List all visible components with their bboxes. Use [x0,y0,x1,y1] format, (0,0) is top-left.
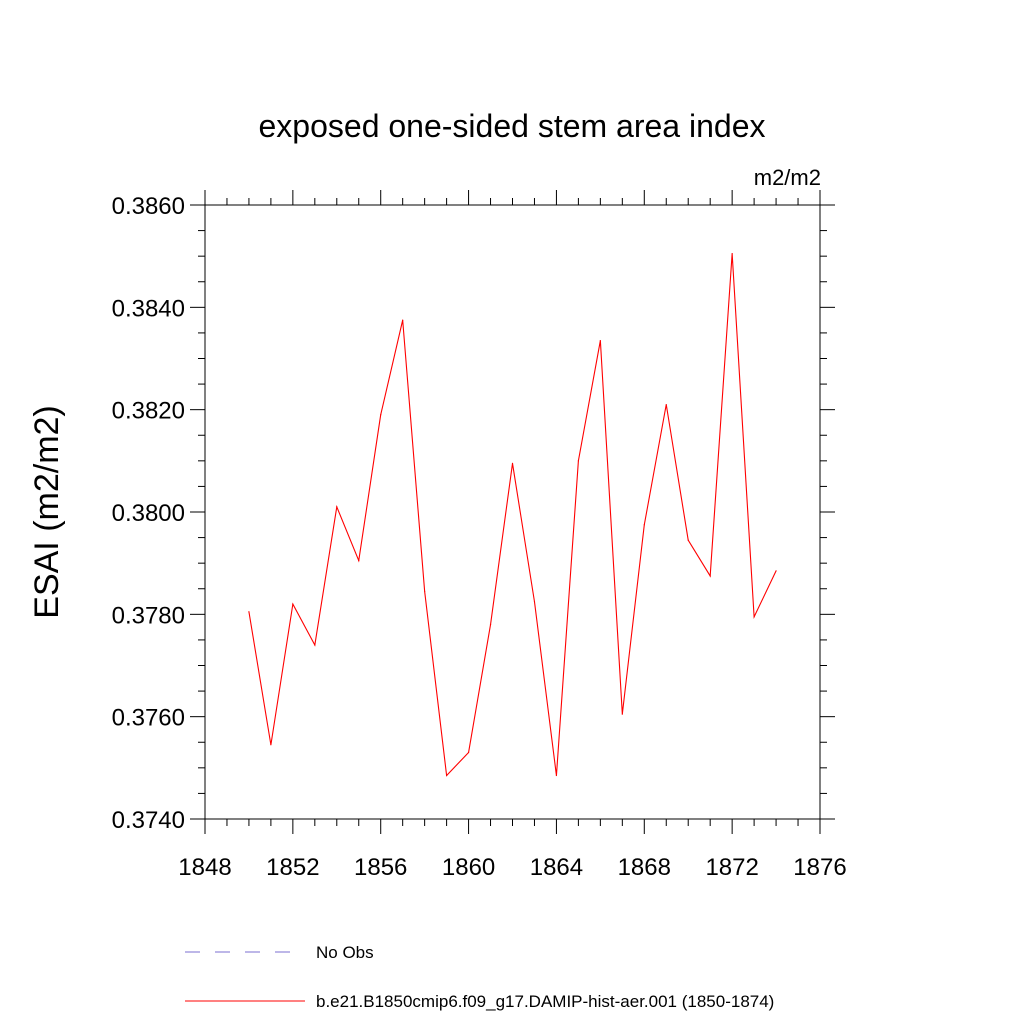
y-tick-label: 0.3840 [112,295,185,322]
x-tick-label: 1864 [530,854,583,881]
x-tick-label: 1868 [618,854,671,881]
data-point [577,460,579,462]
y-axis-label: ESAI (m2/m2) [28,405,66,618]
plot-frame [204,204,821,820]
data-point [775,570,777,572]
data-point [292,603,294,605]
data-point [555,774,558,777]
data-point [314,644,316,646]
data-point [489,623,492,626]
data-point [380,414,382,416]
x-tick-label: 1860 [442,854,495,881]
y-tick-label: 0.3820 [112,398,185,425]
data-point [358,560,360,562]
data-point [599,339,601,342]
data-point [753,616,755,618]
legend-label: No Obs [316,943,374,962]
data-point [621,713,623,715]
y-tick-label: 0.3760 [112,705,185,732]
data-point [467,751,470,754]
data-point [643,524,645,526]
x-tick-label: 1872 [705,854,758,881]
data-point [336,506,338,508]
data-point [511,462,514,464]
x-tick-label: 1852 [266,854,319,881]
data-point [446,774,448,777]
series-layer [248,253,777,777]
x-tick-label: 1876 [793,854,846,881]
data-point [709,575,711,577]
data-point [533,600,536,603]
data-point [731,253,733,255]
y-tick-label: 0.3740 [112,807,185,834]
x-tick-label: 1848 [178,854,231,881]
data-point [665,403,667,406]
data-point [402,319,404,321]
y-tick-label: 0.3780 [112,602,185,629]
data-point [424,590,426,592]
legend-label: b.e21.B1850cmip6.f09_g17.DAMIP-hist-aer.… [316,992,774,1011]
series-line [248,253,777,777]
y-tick-label: 0.3800 [112,500,185,527]
data-point [270,744,272,746]
data-point [248,611,250,613]
units-label: m2/m2 [754,165,821,190]
x-tick-label: 1856 [354,854,407,881]
legend: No Obs b.e21.B1850cmip6.f09_g17.DAMIP-his… [185,943,774,1011]
axis-ticks: 1848 1852 1856 1860 1864 1868 1872 1876 0.3740 0.… [112,190,847,881]
data-point [687,539,689,541]
chart-title: exposed one-sided stem area index [259,108,766,144]
y-tick-label: 0.3860 [112,193,185,220]
